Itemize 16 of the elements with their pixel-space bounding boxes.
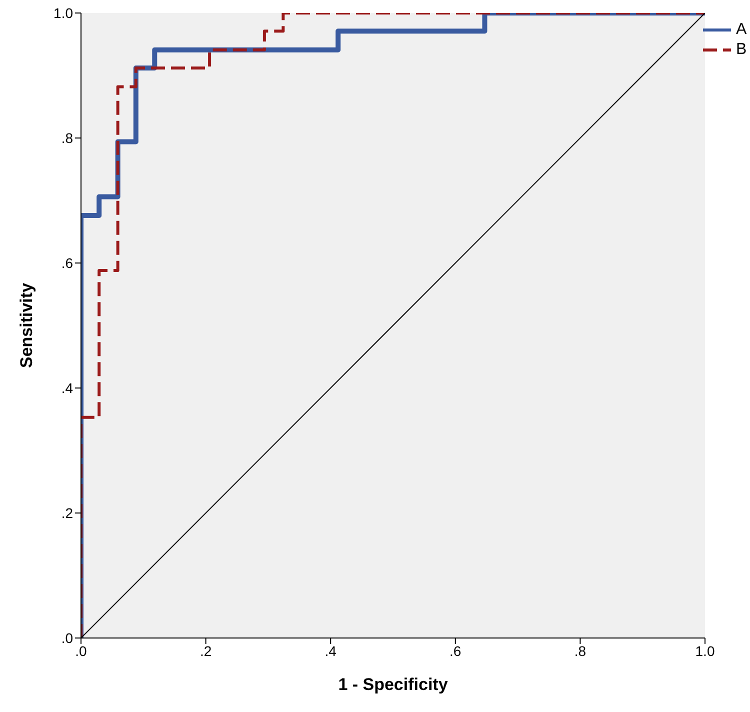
- y-tick-label: .2: [61, 504, 74, 521]
- y-tick-label: .0: [61, 630, 74, 646]
- y-tick-label: .6: [61, 254, 74, 271]
- x-tick-label: 1.0: [695, 642, 715, 659]
- y-tick-label: .4: [61, 380, 74, 396]
- y-tick-label: .8: [61, 130, 74, 146]
- y-tick-label: 1.0: [54, 4, 74, 21]
- x-tick-label: .2: [200, 642, 212, 659]
- legend-label: A: [736, 21, 747, 39]
- y-axis-title: Sensitivity: [17, 282, 36, 368]
- x-tick-label: .0: [75, 642, 88, 659]
- x-tick-label: .8: [574, 642, 586, 659]
- x-tick-label: .4: [324, 642, 337, 659]
- legend-label: B: [736, 41, 747, 59]
- x-axis-title: 1 - Specificity: [338, 675, 448, 694]
- x-tick-label: .6: [450, 642, 462, 659]
